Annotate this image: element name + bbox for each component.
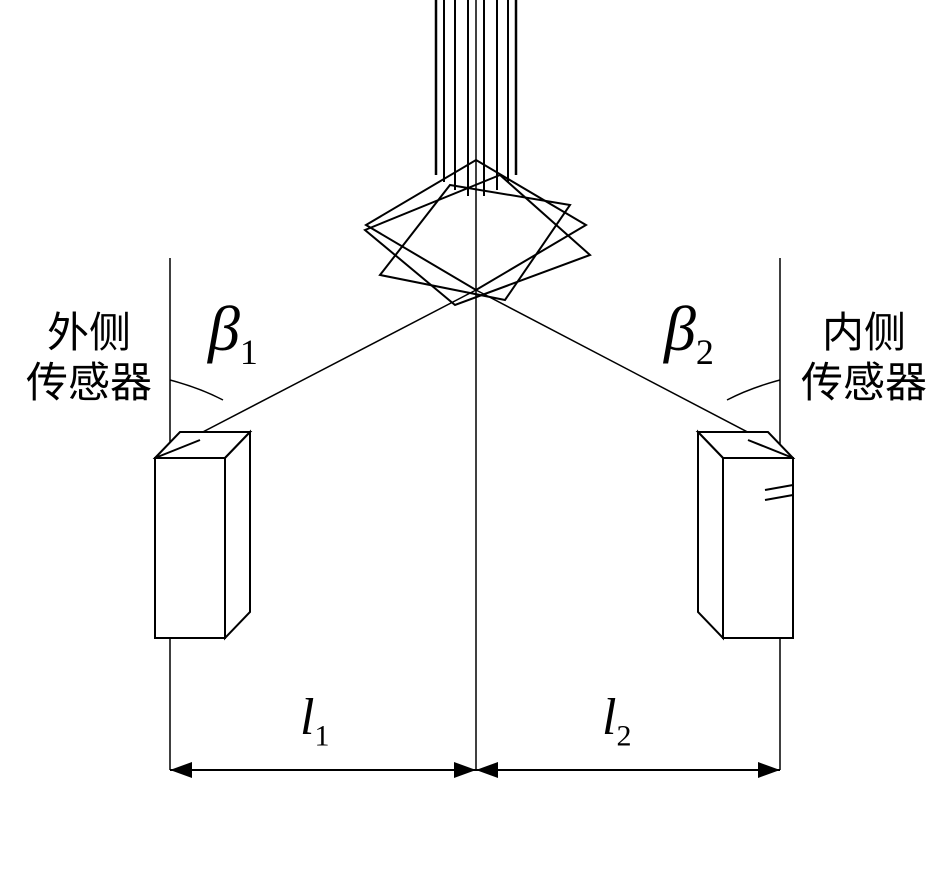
beta2-symbol: β xyxy=(664,293,696,364)
right-sensor-line2: 传感器 xyxy=(801,359,927,406)
beta1-subscript: 1 xyxy=(240,332,258,372)
l2-symbol: l xyxy=(602,689,616,746)
left-sensor-line2: 传感器 xyxy=(26,359,152,406)
l2-label: l2 xyxy=(602,688,631,753)
beta2-subscript: 2 xyxy=(696,332,714,372)
right-sensor-body xyxy=(698,432,793,638)
beta1-label: β1 xyxy=(208,292,258,373)
beta1-symbol: β xyxy=(208,293,240,364)
l1-symbol: l xyxy=(300,689,314,746)
right-sensor-line1: 内侧 xyxy=(822,309,906,356)
left-sensor-body xyxy=(155,432,250,638)
right-sensor-label: 内侧 传感器 xyxy=(801,308,927,409)
diagram-svg xyxy=(0,0,941,869)
left-sensor-line1: 外侧 xyxy=(47,309,131,356)
l2-subscript: 2 xyxy=(616,719,631,752)
beta2-label: β2 xyxy=(664,292,714,373)
l1-subscript: 1 xyxy=(314,719,329,752)
l1-label: l1 xyxy=(300,688,329,753)
sensor-diagram: 外侧 传感器 内侧 传感器 β1 β2 l1 l2 xyxy=(0,0,941,869)
left-sensor-label: 外侧 传感器 xyxy=(26,308,152,409)
